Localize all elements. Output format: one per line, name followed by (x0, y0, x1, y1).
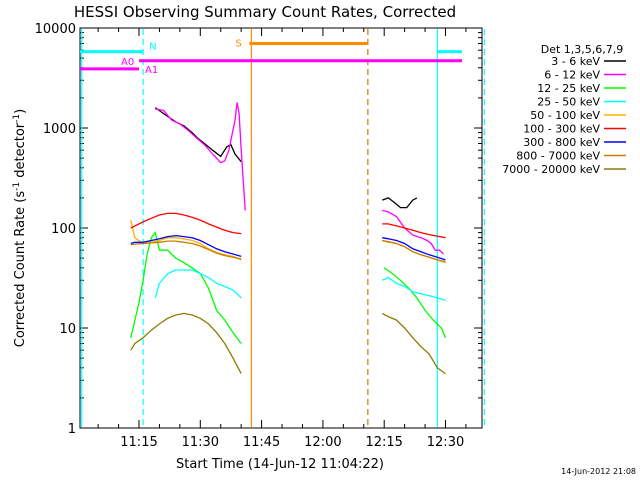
series-line (381, 276, 446, 301)
orbit-bar-label: S (235, 38, 241, 49)
series-line (130, 240, 242, 260)
y-tick-label: 1 (68, 422, 76, 437)
time-markers (81, 29, 485, 427)
legend-label: 7000 - 20000 keV (502, 163, 600, 176)
y-tick-label: 100 (51, 222, 76, 237)
y-axis-label-mid: detector (13, 122, 28, 182)
x-axis-ticks: 11:15 11:30 11:45 12:00 12:15 12:30 (97, 28, 467, 450)
y-axis-label-end: ) (13, 109, 28, 114)
series-line (383, 267, 447, 338)
legend-label: 25 - 50 keV (537, 96, 600, 109)
legend-label: 800 - 7000 keV (516, 150, 600, 163)
chart-title: HESSI Observing Summary Count Rates, Cor… (74, 3, 456, 21)
y-axis-label-sup2: -1 (12, 114, 22, 123)
series-line (382, 237, 446, 261)
series-line (154, 269, 242, 299)
legend-label: 50 - 100 keV (530, 109, 600, 122)
orbit-bars: N A0 A1 S (80, 38, 462, 76)
legend-label: 3 - 6 keV (551, 55, 600, 68)
series-line (382, 223, 446, 239)
x-axis-label: Start Time (14-Jun-12 11:04:22) (176, 457, 384, 472)
y-tick-label: 1000 (43, 122, 76, 137)
legend-title: Det 1,3,5,6,7,9 (541, 43, 624, 56)
x-tick-label: 11:30 (182, 435, 219, 450)
y-axis-ticks: 1 10 100 1000 10000 (35, 22, 482, 437)
legend-label: 100 - 300 keV (523, 123, 600, 136)
series-line (382, 239, 446, 263)
x-tick-label: 11:45 (243, 435, 280, 450)
series-lines (130, 102, 447, 375)
y-axis-label: Corrected Count Rate (s-1 detector-1) (12, 109, 28, 347)
timestamp: 14-Jun-2012 21:08 (561, 467, 636, 476)
series-line (381, 197, 418, 209)
series-line (130, 231, 242, 344)
y-axis-label-main: Corrected Count Rate (s (13, 191, 28, 348)
legend-label: 300 - 800 keV (523, 136, 600, 149)
series-line (155, 102, 246, 211)
x-tick-label: 12:15 (365, 435, 402, 450)
y-tick-label: 10 (59, 322, 76, 337)
series-line (382, 209, 444, 255)
series-line (381, 312, 446, 375)
orbit-bar-label: A1 (145, 65, 158, 76)
x-tick-label: 12:00 (304, 435, 341, 450)
series-line (130, 212, 242, 235)
series-line (130, 234, 242, 258)
x-tick-label: 11:15 (120, 435, 157, 450)
legend-label: 12 - 25 keV (537, 82, 600, 95)
orbit-bar-label: N (149, 42, 156, 53)
orbit-bar-label: A0 (121, 57, 134, 68)
y-axis-label-sup1: -1 (12, 182, 22, 191)
y-tick-label: 10000 (35, 22, 76, 37)
x-tick-label: 12:30 (427, 435, 464, 450)
series-line (130, 312, 242, 374)
legend-label: 6 - 12 keV (544, 69, 600, 82)
